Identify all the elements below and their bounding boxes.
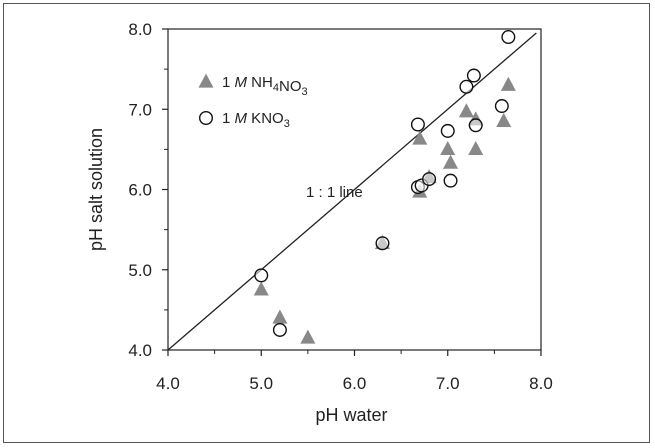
triangle-point (458, 103, 474, 118)
chart-frame (3, 3, 650, 443)
x-tick-label: 8.0 (529, 374, 553, 393)
x-tick-label: 6.0 (343, 374, 367, 393)
triangle-point (440, 141, 456, 156)
circle-point (375, 236, 390, 251)
legend-label-nh4no3: 1 M NH4NO3 (222, 74, 308, 98)
x-tick-label: 4.0 (156, 374, 180, 393)
y-tick-label: 5.0 (128, 261, 152, 280)
circle-point (494, 99, 509, 114)
circle-point (466, 68, 481, 83)
triangle-point (412, 130, 428, 145)
circle-point (422, 172, 437, 187)
one-to-one-line (167, 32, 537, 351)
y-axis-title: pH salt solution (86, 128, 106, 251)
circle-point (468, 118, 483, 133)
legend-label-kno3: 1 M KNO3 (222, 110, 290, 130)
triangle-point (300, 329, 316, 344)
triangle-point (253, 281, 269, 296)
x-tick-label: 7.0 (436, 374, 460, 393)
triangle-point (496, 112, 512, 127)
y-tick-label: 7.0 (128, 100, 152, 119)
triangle-point (468, 141, 484, 156)
y-tick-label: 8.0 (128, 20, 152, 39)
triangle-point (272, 309, 288, 324)
line-annotation: 1 : 1 line (306, 184, 363, 201)
circle-point (443, 173, 458, 188)
y-tick-label: 6.0 (128, 181, 152, 200)
x-axis-title: pH water (315, 405, 387, 425)
y-tick-label: 4.0 (128, 341, 152, 360)
circle-point (254, 268, 269, 283)
circle-point (440, 123, 455, 138)
triangle-point (443, 154, 459, 169)
legend-triangle-marker (198, 73, 214, 88)
x-tick-label: 5.0 (249, 374, 273, 393)
circle-point (272, 322, 287, 337)
triangle-point (500, 76, 516, 91)
circle-point (459, 79, 474, 94)
circle-point (410, 117, 425, 132)
circle-point (501, 30, 516, 45)
legend-circle-marker (198, 110, 213, 125)
